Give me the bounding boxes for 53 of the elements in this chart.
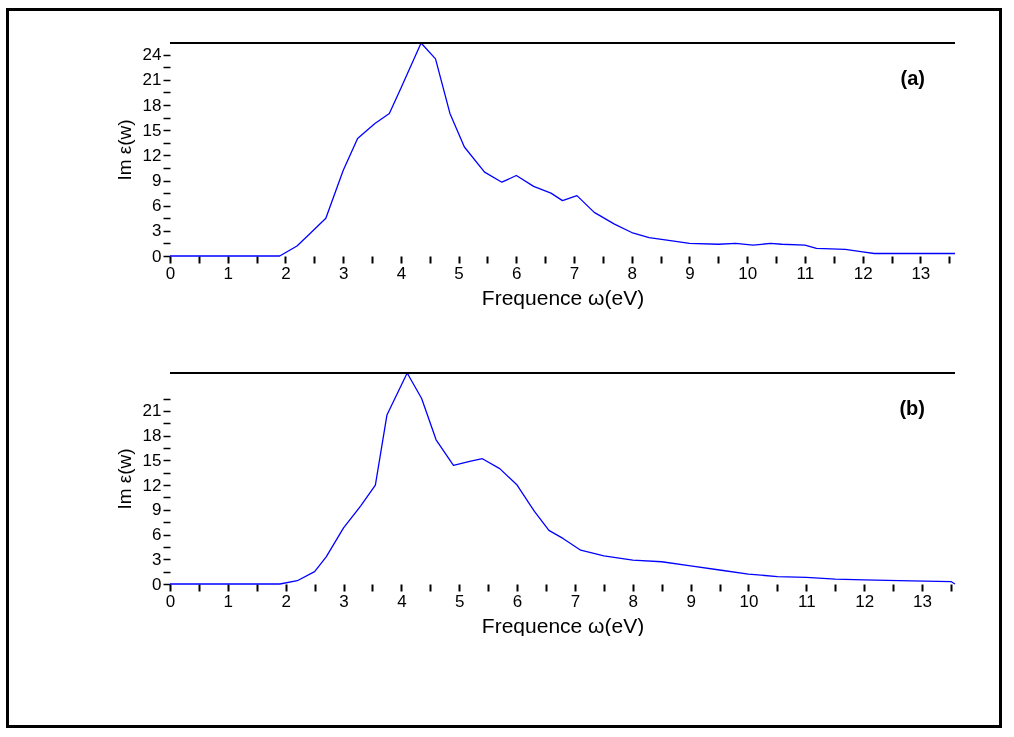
- x-tick-label: 12: [855, 591, 875, 611]
- y-tick-label: 21: [142, 401, 162, 421]
- y-tick-label: 0: [152, 246, 162, 266]
- x-tick-label: 7: [569, 263, 580, 283]
- x-tick-label: 7: [570, 591, 581, 611]
- y-tick-label: 9: [152, 500, 162, 520]
- x-tick-label: 5: [455, 591, 465, 611]
- line-series: [169, 42, 956, 257]
- x-tick-label: 6: [512, 263, 522, 283]
- x-tick-label: 10: [739, 591, 759, 611]
- x-tick-label: 13: [911, 263, 931, 283]
- x-tick-label: 0: [165, 263, 176, 283]
- annotation: (a): [900, 67, 925, 89]
- y-axis-title: Im ε(w): [113, 119, 135, 181]
- y-tick-label: 6: [152, 525, 162, 545]
- y-tick-label: 9: [152, 171, 162, 191]
- x-tick-label: 9: [685, 263, 695, 283]
- y-tick-label: 0: [152, 574, 162, 594]
- y-axis-title: Im ε(w): [113, 448, 135, 510]
- x-tick-label: 12: [853, 263, 873, 283]
- x-tick-label: 4: [396, 263, 407, 283]
- x-tick-label: 9: [686, 591, 696, 611]
- y-tick-label: 24: [142, 45, 162, 65]
- x-tick-label: 8: [627, 263, 637, 283]
- x-tick-label: 8: [628, 591, 639, 611]
- x-tick-label: 3: [339, 591, 349, 611]
- y-tick-label: 21: [142, 70, 162, 90]
- x-axis-title: Frequence ω(eV): [481, 613, 645, 637]
- x-tick-label: 5: [454, 263, 464, 283]
- y-tick-label: 15: [142, 450, 162, 470]
- y-tick-label: 12: [142, 475, 162, 495]
- x-tick-label: 3: [338, 263, 349, 283]
- y-tick-label: 3: [152, 549, 162, 569]
- x-axis-title: Frequence ω(eV): [481, 285, 645, 309]
- x-tick-label: 11: [796, 263, 815, 283]
- x-tick-label: 13: [913, 591, 932, 611]
- x-tick-label: 10: [738, 263, 758, 283]
- y-tick-label: 15: [142, 120, 162, 140]
- x-tick-label: 2: [281, 263, 291, 283]
- y-tick-label: 18: [142, 426, 162, 446]
- x-tick-label: 6: [512, 591, 523, 611]
- y-tick-label: 12: [142, 145, 162, 165]
- x-tick-label: 2: [281, 591, 291, 611]
- x-tick-label: 4: [397, 591, 407, 611]
- x-tick-label: 1: [223, 591, 234, 611]
- x-tick-label: 11: [798, 591, 816, 611]
- line-series: [169, 372, 956, 585]
- x-tick-label: 0: [165, 591, 176, 611]
- y-tick-label: 18: [142, 95, 162, 115]
- y-tick-label: 6: [152, 196, 162, 216]
- y-tick-label: 3: [152, 221, 162, 241]
- x-tick-label: 1: [223, 263, 233, 283]
- annotation: (b): [899, 397, 925, 419]
